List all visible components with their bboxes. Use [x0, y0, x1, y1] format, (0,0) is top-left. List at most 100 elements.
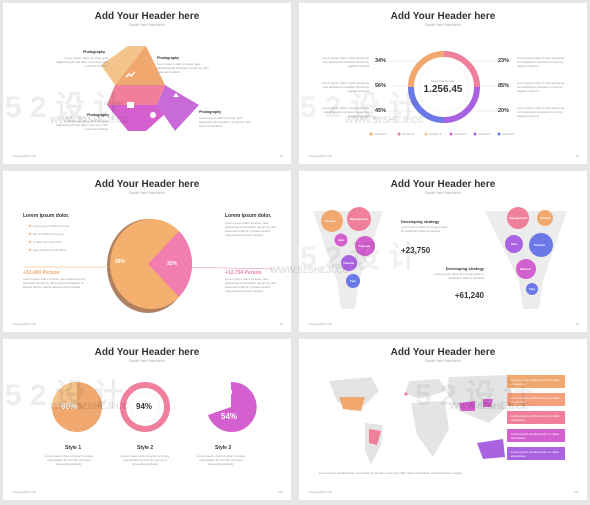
left-desc-3: Lorem ipsum dolor in this awesome text a… — [321, 106, 369, 118]
bank-icon — [173, 93, 179, 97]
diamond-middle-segment — [107, 85, 165, 105]
info-box-2: Lorem ipsum condimentum in mattis elemen… — [507, 393, 565, 406]
pie-right-value: 32% — [167, 261, 178, 267]
slide-5[interactable]: Add Your Header here Subtitle here Place… — [3, 339, 291, 500]
legend-dots — [369, 132, 501, 136]
slide-3[interactable]: Add Your Header here Subtitle here Place… — [3, 171, 291, 332]
right-desc-2: Lorem ipsum dolor in this awesome text a… — [517, 81, 565, 93]
bubble-right-3: Idea — [511, 242, 518, 246]
strategy-1-value: +23,750 — [401, 246, 431, 255]
bubble-left-3: Idea — [338, 238, 345, 242]
slide-subheader: Subtitle here Placeholder — [425, 191, 461, 195]
style-1-label: Style 1 — [65, 445, 82, 451]
slide-6[interactable]: Add Your Header here Subtitle here Place… — [299, 339, 587, 500]
bubble-right-6: Tips — [529, 287, 536, 291]
right-bottom-desc: Lorem ipsum dolor sit amet, quis adipisc… — [225, 277, 277, 293]
bullet-1: Lorem ipsum dolor sit amet — [33, 224, 70, 228]
style-2-label: Style 2 — [137, 445, 154, 451]
camera-icon — [127, 102, 134, 108]
pie-icon — [150, 112, 156, 118]
legend-1: content 1 — [374, 132, 387, 136]
watermark-url-1: WWW.52SHEJI.CC — [50, 115, 130, 125]
style-1-value: 60% — [61, 402, 78, 411]
desc-4: Lorem ipsum dolor sit amet, quis adipisc… — [199, 116, 251, 128]
heading-left: Lorem ipsum dolor. — [23, 213, 70, 219]
person-left: +32,490 Person — [23, 270, 60, 276]
label-1: Photography — [83, 50, 106, 54]
slide-4[interactable]: Add Your Header here Subtitle here Place… — [299, 171, 587, 332]
strategy-1-title: Developing strategy — [401, 219, 440, 224]
slide-subheader: Subtitle here Placeholder — [129, 191, 165, 195]
bubble-left-6: Tips — [350, 279, 357, 283]
right-desc-3: Lorem ipsum dolor in this awesome text a… — [517, 106, 565, 118]
diamond-diagram — [101, 46, 199, 131]
bubble-left-1: Service — [325, 219, 336, 223]
footer-title: Presentation Title — [309, 322, 333, 326]
strategy-2-desc: Lorem ipsum dolor at sit amet dolor at v… — [433, 272, 484, 280]
slide-header: Add Your Header here — [390, 11, 496, 22]
watermark-url-2: WWW.52SHEJI.CC — [345, 115, 425, 125]
legend-3: content 3 — [429, 132, 442, 136]
usa-highlight — [339, 397, 365, 411]
watermark-url-4: WWW.52SHEJI.CC — [50, 401, 130, 411]
bubble-right-4: Tutorial — [534, 243, 545, 247]
diamond-bottom-segment — [107, 105, 175, 131]
slide-subheader: Subtitle here Placeholder — [129, 359, 165, 363]
style-1-desc: Lorem ipsum dolor sit amet is simply pla… — [44, 454, 94, 466]
legend-4: content 4 — [454, 132, 467, 136]
slide-header: Add Your Header here — [94, 11, 200, 22]
info-box-3: Lorem ipsum condimentum in mattis elemen… — [507, 411, 565, 424]
page-number: 108 — [277, 490, 283, 494]
slide-2[interactable]: Add Your Header here Subtitle here Place… — [299, 3, 587, 164]
africa — [411, 401, 449, 457]
center-label: Awesome number — [430, 79, 456, 83]
page-number: 107 — [573, 490, 579, 494]
slide-1[interactable]: Add Your Header here Subtitle here Place… — [3, 3, 291, 164]
style-2-ring — [120, 382, 170, 432]
map-desc: Lorem ipsum condimentum amet dolor sit i… — [319, 471, 462, 475]
watermark-1: 5 2 设 计 — [5, 91, 124, 124]
left-pct-2: 56% — [375, 83, 387, 89]
slide-subheader: Subtitle here Placeholder — [425, 23, 461, 27]
style-2-value: 94% — [136, 402, 153, 411]
diamond-right-segment — [157, 85, 199, 131]
bubble-left-4: Concept — [358, 244, 370, 248]
bullet-dots — [29, 225, 31, 251]
desc-1: Lorem ipsum dolor sit amet, quis adipisc… — [56, 56, 108, 68]
chart-line-icon — [125, 71, 136, 78]
footer-title: Presentation Title — [309, 490, 333, 494]
bubble-left-2: Management — [350, 217, 369, 221]
page-number: 12 — [575, 322, 579, 326]
footer-title: Presentation Title — [13, 490, 37, 494]
style-2-desc: Lorem ipsum dolor sit amet is simply pla… — [120, 454, 170, 466]
watermark-3: 5 2 设 计 — [300, 241, 419, 274]
strategy-2-value: +61,240 — [454, 291, 484, 300]
legend-5: content 5 — [478, 132, 491, 136]
slide-header: Add Your Header here — [390, 347, 496, 358]
pie-left-value: 68% — [115, 259, 126, 265]
page-number: 10 — [575, 154, 579, 158]
map-marker — [404, 392, 408, 396]
strategy-1-desc: Lorem ipsum dolor at sit amet dolor at v… — [401, 225, 449, 233]
watermark-5: 5 2 设 计 — [415, 379, 534, 412]
right-desc: Lorem ipsum dolor sit amet, quis adipisc… — [225, 221, 277, 237]
footer-title: Presentation Title — [13, 154, 37, 158]
slide-header: Add Your Header here — [94, 347, 200, 358]
watermark-url-5: WWW.52SHEJI.CC — [450, 401, 530, 411]
page-number: 09 — [279, 154, 283, 158]
slide-header: Add Your Header here — [94, 179, 200, 190]
china-highlight — [459, 401, 475, 411]
pie-slice-right — [148, 231, 193, 297]
australia-highlight — [477, 439, 505, 459]
page-number: 11 — [279, 322, 283, 326]
center-value: 1.256.45 — [423, 84, 463, 95]
diamond-left-segment — [101, 46, 146, 85]
watermark-4: 5 2 设 计 — [5, 379, 124, 412]
desc-2: Lorem ipsum dolor sit amet, quis adipisc… — [157, 62, 209, 74]
info-box-5: Lorem ipsum condimentum in mattis elemen… — [507, 447, 565, 460]
right-pct-3: 20% — [498, 108, 510, 114]
style-charts — [52, 381, 257, 432]
pie-slice-left — [110, 219, 179, 309]
label-4: Photography — [199, 110, 222, 114]
funnel-bubbles — [313, 207, 567, 309]
